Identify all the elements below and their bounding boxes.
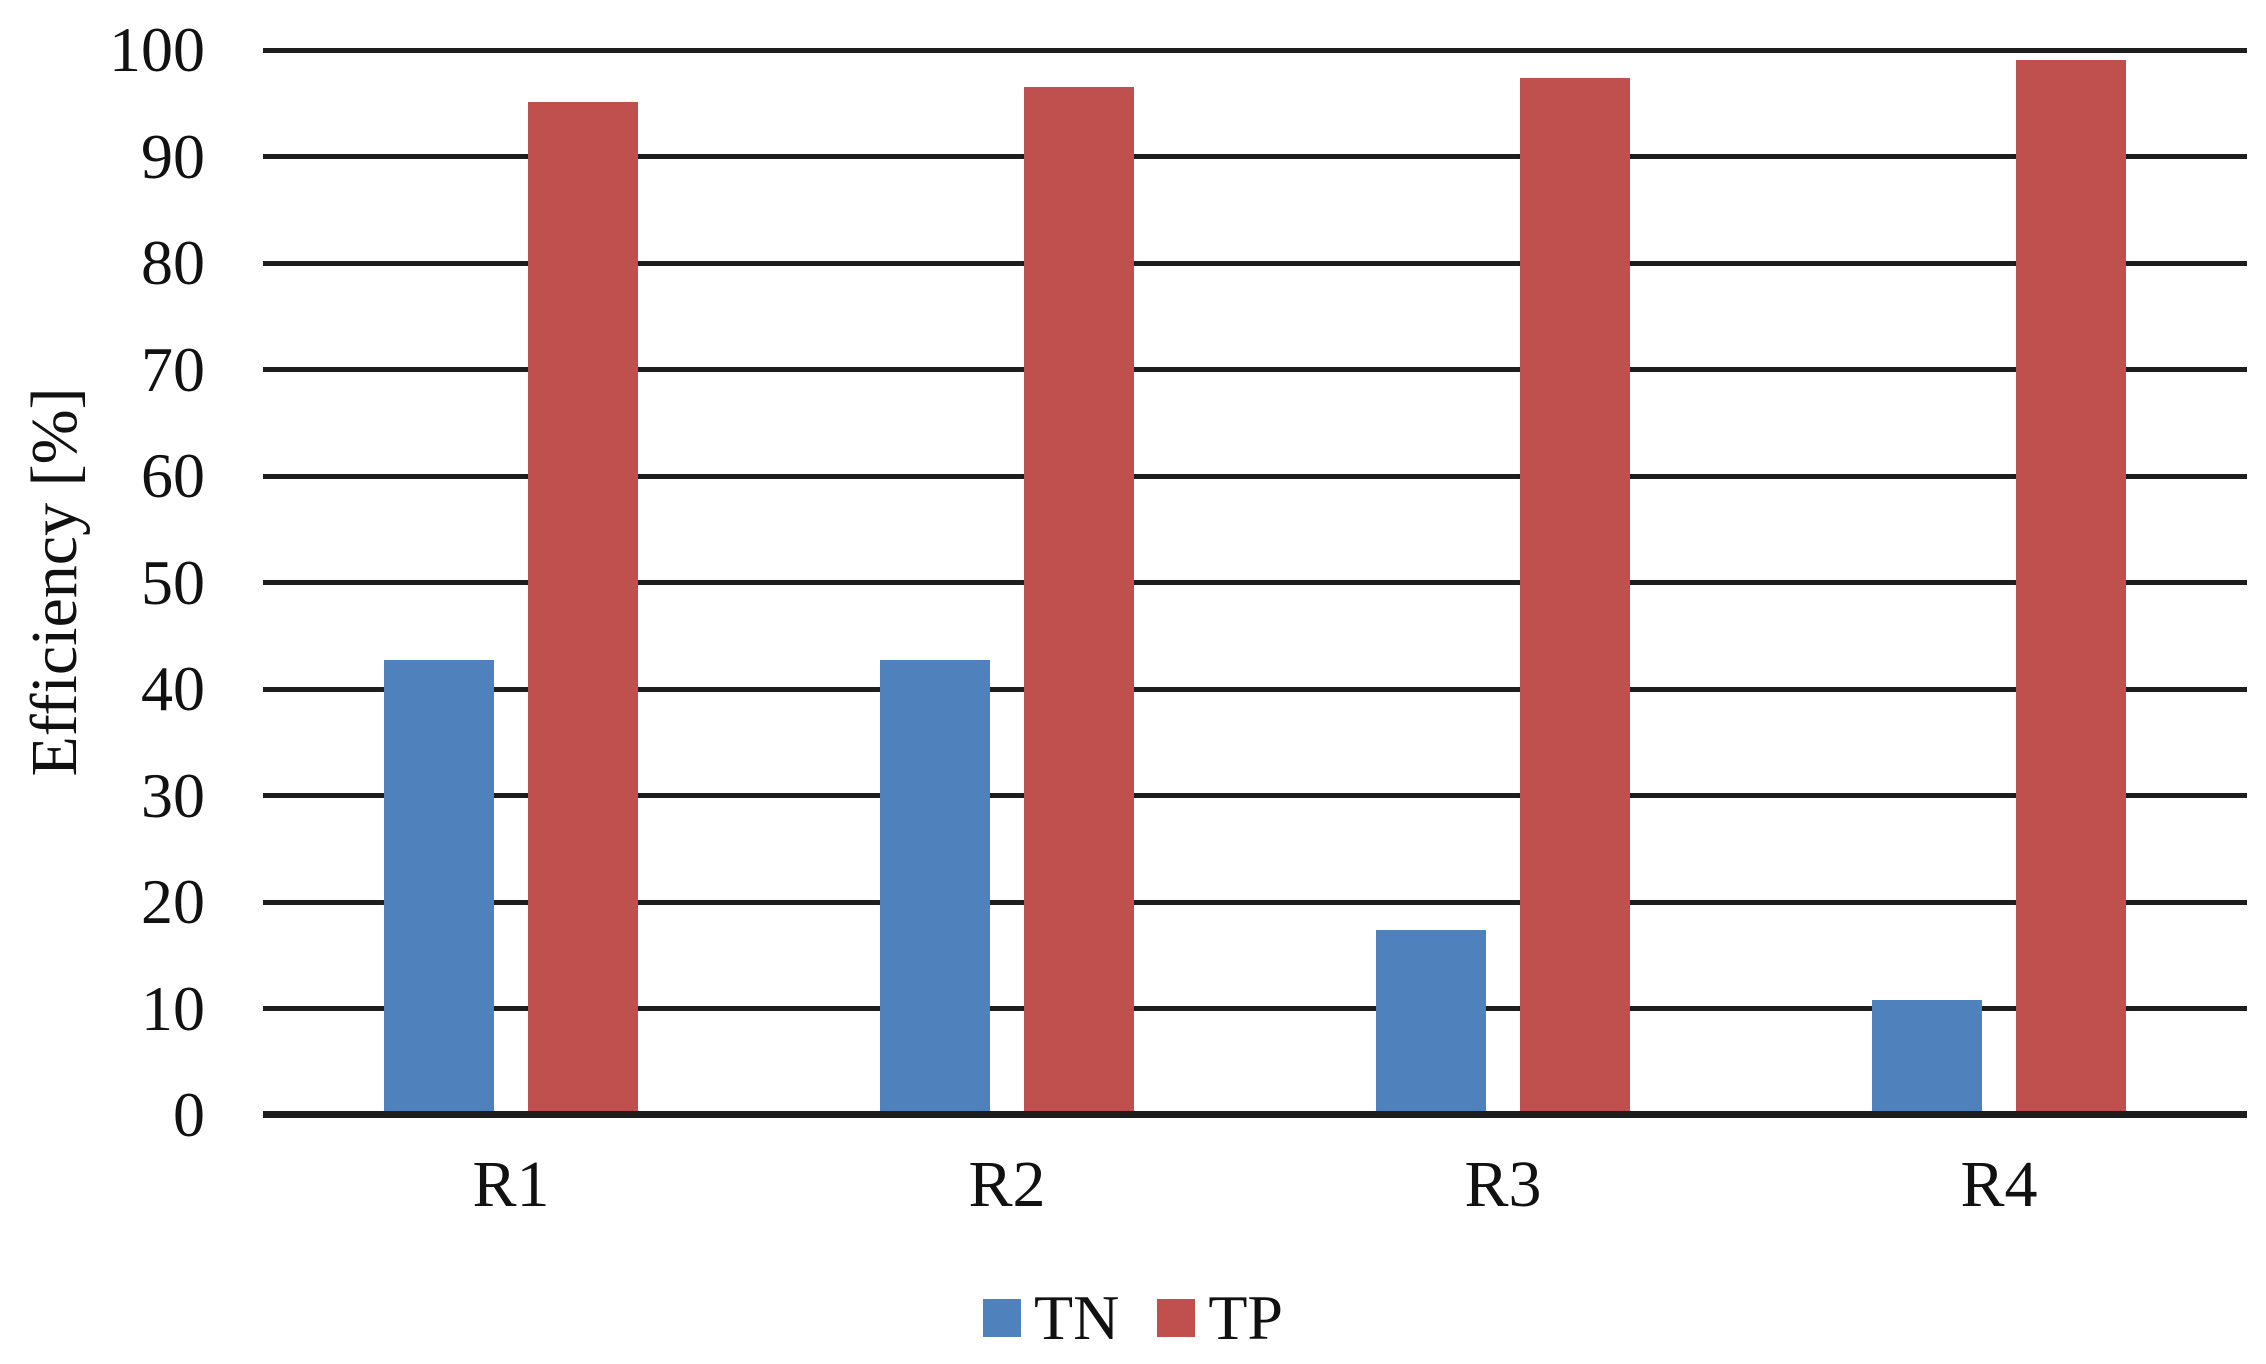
- legend-swatch-tp: [1157, 1299, 1196, 1337]
- gridline-y-50: [263, 580, 2247, 585]
- bar-tp-r3: [1520, 77, 1630, 1115]
- bar-tn-r4: [1872, 999, 1982, 1115]
- bar-tp-r2: [1024, 87, 1134, 1115]
- legend-item-tp: TP: [1157, 1286, 1283, 1350]
- bar-tn-r2: [880, 660, 990, 1115]
- gridline-y-10: [263, 1006, 2247, 1011]
- y-tick-label-50: 50: [141, 546, 205, 618]
- x-tick-label-r2: R2: [968, 1148, 1046, 1221]
- x-tick-label-r3: R3: [1464, 1148, 1542, 1221]
- legend-swatch-tn: [983, 1299, 1021, 1337]
- x-axis-labels: R1 R2 R3 R4: [263, 1152, 2247, 1232]
- y-tick-label-100: 100: [109, 14, 205, 85]
- bar-tn-r1: [384, 660, 494, 1115]
- legend-item-tn: TN: [983, 1286, 1119, 1350]
- legend: TN TP: [0, 1286, 2266, 1350]
- gridline-y-20: [263, 899, 2247, 905]
- x-tick-label-r1: R1: [472, 1148, 550, 1221]
- y-tick-label-80: 80: [141, 227, 205, 298]
- y-tick-label-90: 90: [141, 120, 205, 192]
- gridline-y-80: [263, 260, 2247, 266]
- gridline-y-60: [263, 473, 2247, 479]
- y-tick-label-70: 70: [141, 333, 205, 405]
- y-tick-label-40: 40: [141, 653, 205, 724]
- gridline-y-40: [263, 686, 2247, 692]
- y-tick-label-0: 0: [173, 1079, 205, 1150]
- plot-area: [263, 47, 2247, 1118]
- x-axis-line: [263, 1111, 2247, 1118]
- y-tick-label-30: 30: [141, 759, 205, 831]
- y-tick-label-10: 10: [141, 972, 205, 1044]
- bar-tn-r3: [1376, 929, 1486, 1115]
- legend-label-tn: TN: [1034, 1282, 1120, 1353]
- bar-tp-r4: [2016, 59, 2126, 1115]
- gridline-y-100: [263, 47, 2247, 53]
- y-tick-label-60: 60: [141, 440, 205, 511]
- gridline-y-90: [263, 154, 2247, 159]
- x-tick-label-r4: R4: [1960, 1148, 2038, 1221]
- legend-label-tp: TP: [1208, 1282, 1283, 1353]
- gridline-y-30: [263, 793, 2247, 798]
- gridline-y-70: [263, 367, 2247, 372]
- y-tick-label-20: 20: [141, 866, 205, 937]
- bar-tp-r1: [528, 102, 638, 1115]
